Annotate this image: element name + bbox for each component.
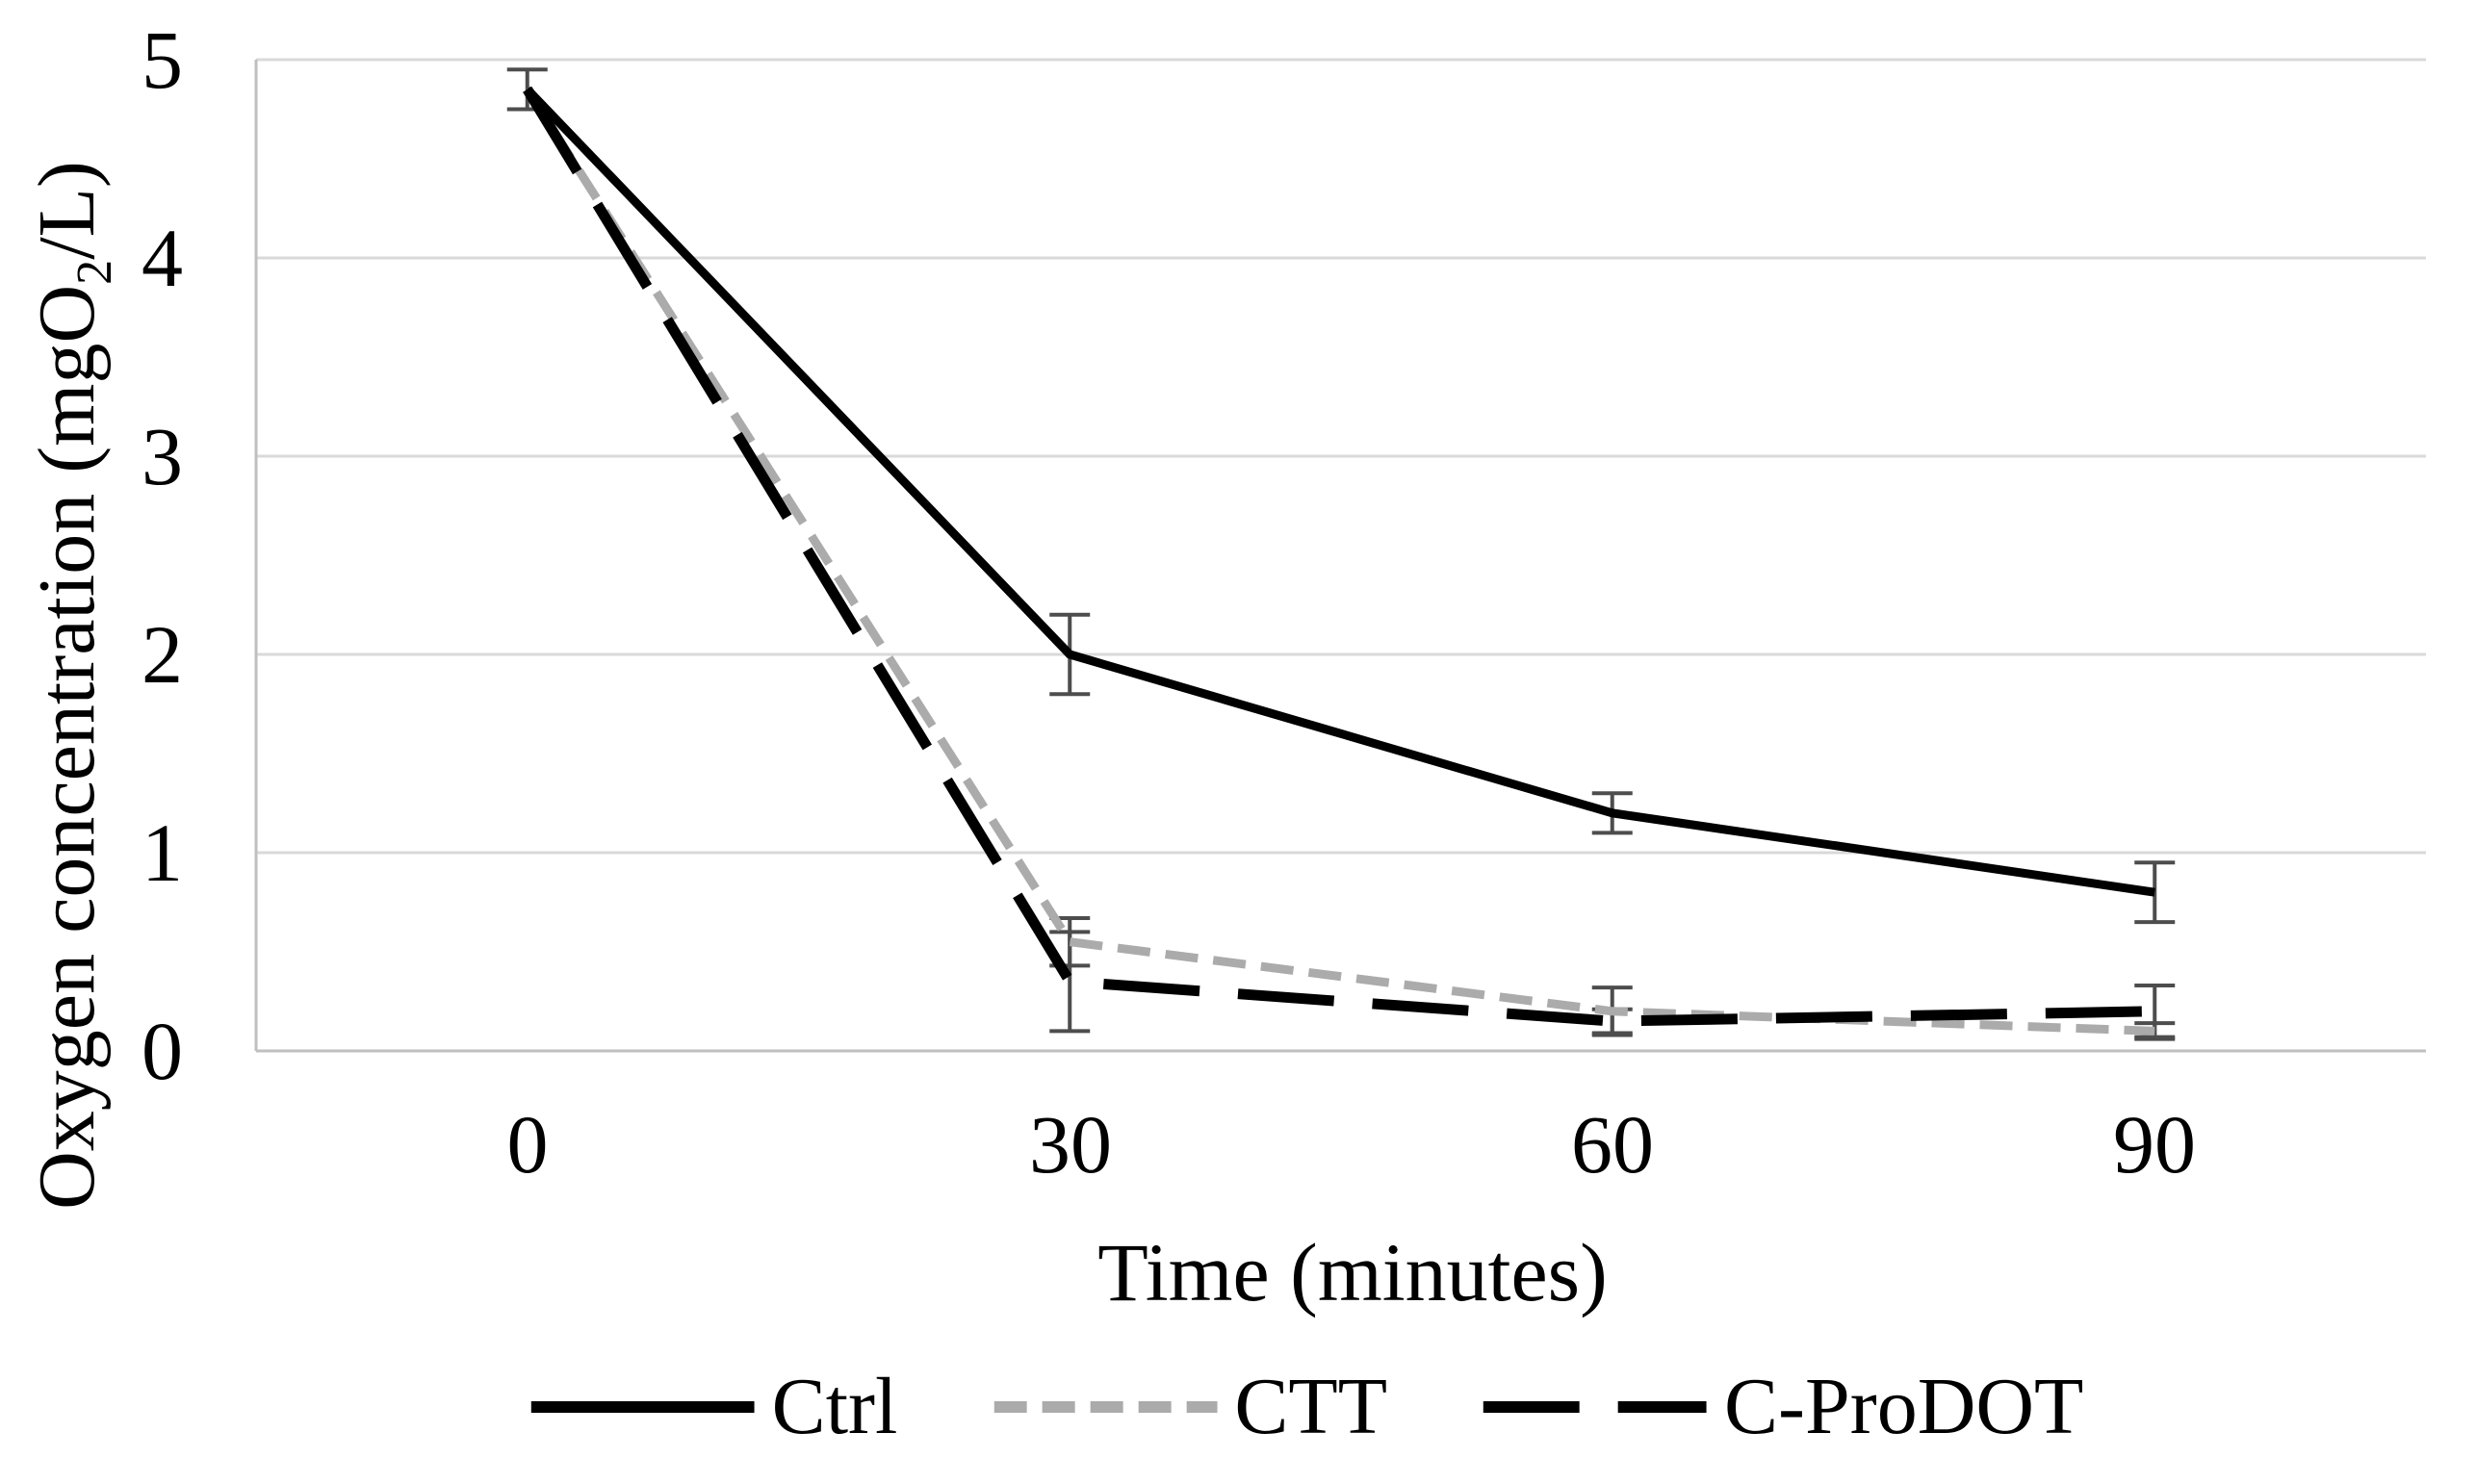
y-tick-label-1: 1	[142, 806, 183, 899]
c-prodot-line-swatch	[1483, 1401, 1708, 1413]
legend-label-ctrl: Ctrl	[771, 1362, 898, 1451]
ctrl-line-swatch	[530, 1401, 755, 1413]
y-tick-label-5: 5	[142, 13, 183, 106]
y-tick-label-0: 0	[142, 1005, 183, 1097]
legend-label-c-prodot: C-ProDOT	[1724, 1362, 2084, 1451]
y-tick-label-4: 4	[142, 212, 183, 304]
ctt-line-swatch	[993, 1401, 1218, 1413]
x-tick-label-0: 0	[506, 1098, 549, 1190]
series-line-ctrl	[524, 86, 2155, 897]
y-tick-label-2: 2	[142, 608, 183, 701]
x-tick-label-90: 90	[2113, 1098, 2196, 1190]
x-tick-label-60: 60	[1571, 1098, 1654, 1190]
legend-item-ctt: CTT	[993, 1367, 1387, 1447]
y-tick-label-3: 3	[142, 410, 183, 502]
series-line-ctt	[523, 87, 2155, 1036]
legend: Ctrl CTT C-ProDOT	[530, 1362, 2083, 1451]
x-axis-title: Time (minutes)	[1097, 1226, 1608, 1318]
legend-item-ctrl: Ctrl	[530, 1362, 898, 1451]
series-line-c-prodot	[523, 87, 2155, 1027]
legend-item-c-prodot: C-ProDOT	[1483, 1367, 2083, 1447]
x-tick-label-30: 30	[1029, 1098, 1112, 1190]
legend-label-ctt: CTT	[1234, 1362, 1388, 1451]
